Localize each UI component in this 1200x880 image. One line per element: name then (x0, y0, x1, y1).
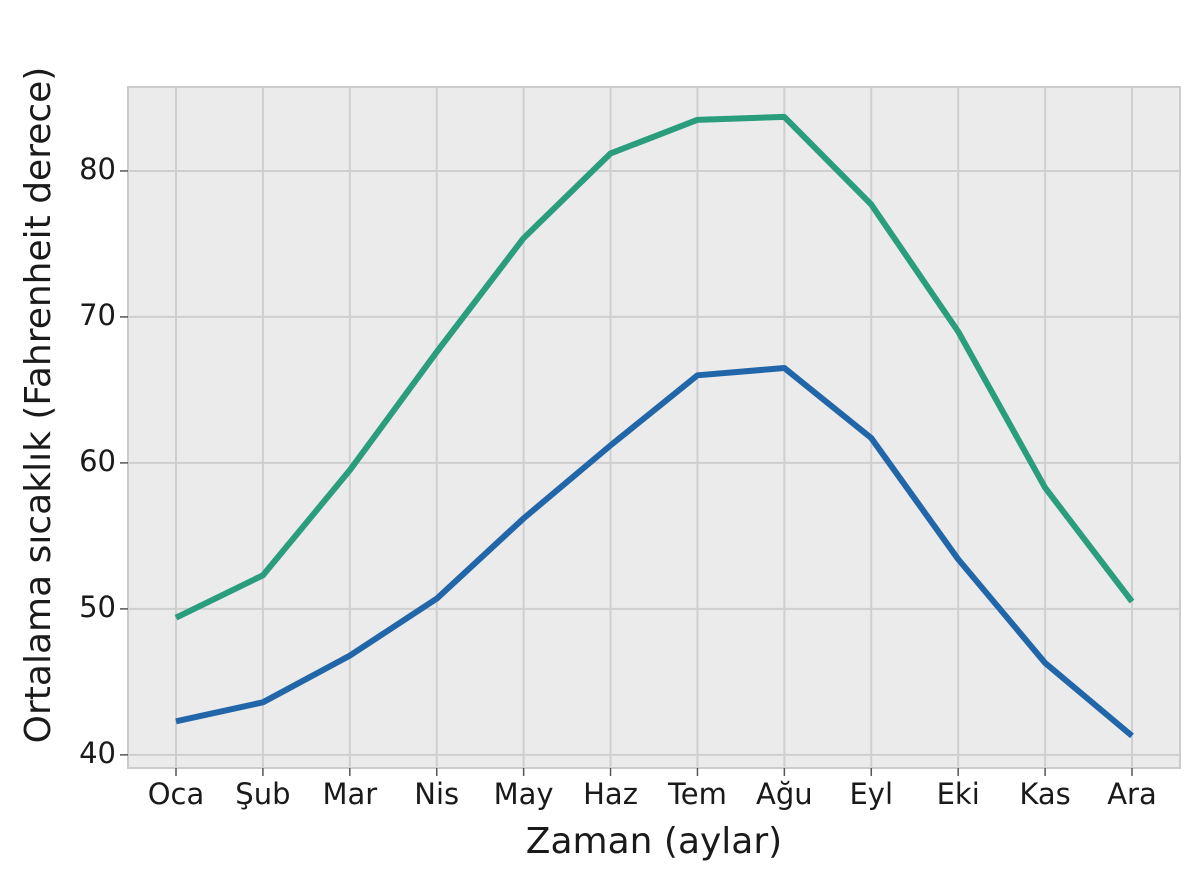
x-tick-label: Tem (667, 777, 727, 811)
x-tick-label: Eyl (849, 777, 893, 811)
line (175, 365, 1134, 739)
x-tick-label: Kas (1019, 777, 1070, 811)
y-axis-label: Ortalama sıcaklık (Fahrenheit derece) (18, 67, 59, 744)
y-tick-label: 60 (79, 444, 116, 478)
x-tick-label: Şub (235, 777, 290, 811)
x-tick-label: Eki (937, 777, 980, 811)
x-axis-label: Zaman (aylar) (526, 821, 782, 862)
plot-area (127, 86, 1181, 769)
x-tick-label: Haz (583, 777, 638, 811)
y-tick-label: 70 (79, 298, 116, 332)
x-tick-label: Ara (1107, 777, 1157, 811)
y-tick-label: 40 (79, 736, 116, 770)
x-tick-label: Oca (148, 777, 205, 811)
x-tick-label: Ağu (756, 777, 813, 811)
y-tick-label: 50 (79, 590, 116, 624)
x-tick-label: May (494, 777, 554, 811)
line (174, 113, 1135, 621)
x-tick-label: Nis (414, 777, 459, 811)
x-tick-label: Mar (322, 777, 377, 811)
y-tick-label: 80 (79, 152, 116, 186)
